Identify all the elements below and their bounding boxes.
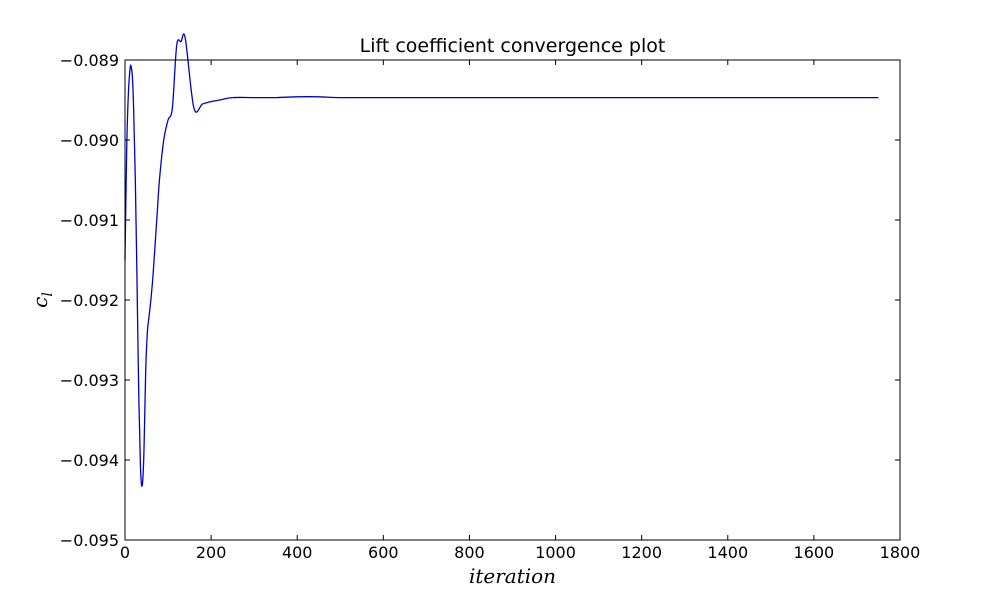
y-tick-label: −0.094 [60, 451, 119, 470]
y-tick-label: −0.095 [60, 531, 119, 550]
x-tick-label: 1800 [880, 543, 921, 562]
y-tick-label: −0.091 [60, 211, 119, 230]
x-tick-label: 1600 [794, 543, 835, 562]
y-tick-label: −0.090 [60, 131, 119, 150]
y-axis-label-main: c [28, 297, 52, 308]
x-tick-label: 400 [282, 543, 313, 562]
x-tick-label: 1200 [621, 543, 662, 562]
x-tick-label: 600 [368, 543, 399, 562]
chart-title: Lift coefficient convergence plot [360, 35, 666, 57]
x-tick-label: 1400 [707, 543, 748, 562]
x-tick-label: 1000 [535, 543, 576, 562]
y-axis-label-subscript: l [40, 292, 56, 296]
x-axis-label: iteration [469, 564, 556, 588]
series-line-0 [124, 33, 879, 487]
y-axis-ticks: −0.095 −0.094 −0.093 −0.092 −0.091 −0.090 −0.0… [60, 51, 900, 550]
x-tick-label: 800 [454, 543, 485, 562]
series-layer [124, 33, 879, 487]
x-axis-ticks: 0 200 400 600 800 1000 1200 1400 1600 1800 [120, 60, 920, 562]
plot-area [125, 60, 900, 540]
y-tick-label: −0.092 [60, 291, 119, 310]
x-tick-label: 0 [120, 543, 130, 562]
svg-text:cl: cl [28, 292, 56, 308]
y-tick-label: −0.089 [60, 51, 119, 70]
x-tick-label: 200 [196, 543, 227, 562]
y-tick-label: −0.093 [60, 371, 119, 390]
y-axis-label: cl [28, 292, 56, 308]
